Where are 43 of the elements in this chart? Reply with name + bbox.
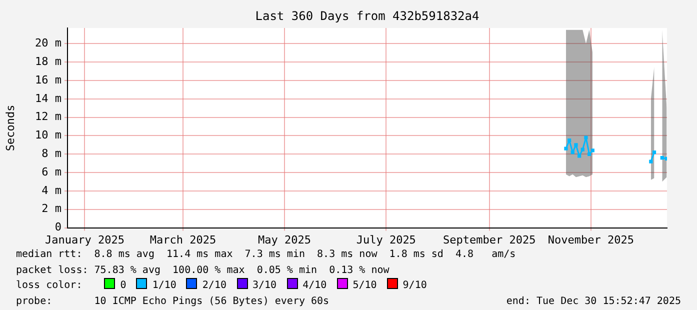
x-tick-label: November 2025 [548, 233, 634, 246]
y-tick-label: 6 m [42, 165, 62, 178]
point [660, 156, 664, 160]
y-tick-label: 16 m [34, 73, 62, 86]
x-tick-label: September 2025 [443, 233, 536, 246]
y-tick-label: 12 m [34, 110, 62, 124]
chart-title: Last 360 Days from 432b591832a4 [255, 9, 480, 23]
legend-title: loss color: [16, 280, 84, 291]
legend-label: 9/10 [402, 280, 427, 291]
text: end: Tue Dec 30 15:52:47 2025 [506, 294, 681, 308]
legend-label: 1/10 [152, 280, 176, 291]
y-tick-label: 18 m [34, 54, 62, 68]
legend-label: 3/10 [252, 280, 277, 291]
legend-label: 2/10 [202, 280, 226, 291]
text: probe: 10 ICMP Echo Pings (56 Bytes) every 60s [16, 296, 330, 306]
x-tick-label: July 2025 [356, 233, 416, 246]
y-axis-title: Seconds [4, 104, 17, 152]
point [574, 143, 578, 147]
y-tick-label: 4 m [42, 184, 62, 197]
point [564, 146, 568, 150]
x-tick-label: January 2025 [44, 233, 124, 246]
point [584, 136, 588, 140]
text: packet loss: 75.83 % avg 100.00 % max 0.05 % min 0.13 % now [16, 264, 390, 278]
point [568, 138, 572, 142]
y-tick-label: 10 m [34, 128, 62, 142]
point [587, 152, 592, 156]
point [580, 148, 584, 152]
point [649, 160, 653, 164]
x-tick-label: March 2025 [150, 233, 216, 246]
point [570, 150, 574, 154]
legend-label: 4/10 [302, 280, 327, 291]
point [652, 150, 656, 154]
y-tick-label: 20 m [34, 36, 62, 50]
y-tick-label: 8 m [42, 147, 62, 160]
legend-label: 0 [120, 280, 126, 291]
x-tick-label: May 2025 [258, 233, 312, 246]
legend-label: 5/10 [352, 280, 377, 291]
text: median rtt: 8.8 ms avg 11.4 ms max 7.3 ms min 8.3 ms now 1.8 ms sd 4.8 am/s [16, 248, 517, 262]
point [590, 148, 594, 152]
y-tick-label: 14 m [34, 92, 62, 105]
y-tick-label: 0 [54, 220, 62, 234]
y-tick-label: 2 m [42, 202, 62, 216]
point [577, 154, 582, 158]
